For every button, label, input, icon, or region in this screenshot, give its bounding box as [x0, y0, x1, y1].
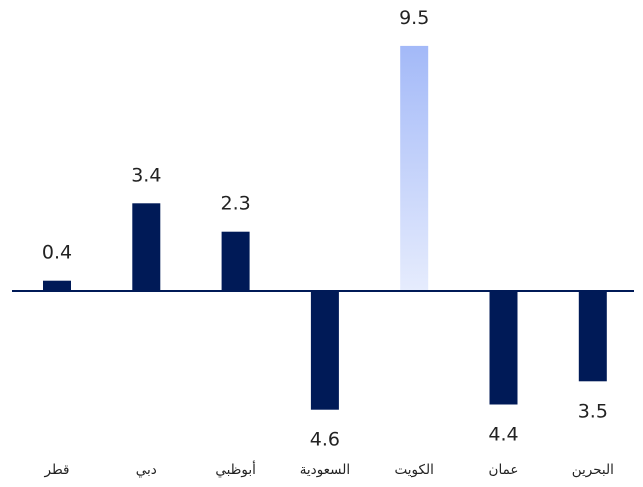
bar-7: [578, 291, 607, 382]
value-label-5: 9.5: [399, 7, 429, 29]
category-label-5: الكويت: [395, 462, 434, 478]
value-label-7: 3.5: [578, 400, 608, 422]
value-label-4: 4.6: [310, 429, 340, 451]
bar-5: [400, 45, 429, 292]
category-label-7: البحرين: [572, 462, 614, 478]
bar-4: [310, 291, 339, 410]
value-label-2: 3.4: [131, 164, 161, 186]
value-label-6: 4.4: [488, 424, 518, 446]
value-label-3: 2.3: [220, 193, 250, 215]
bar-2: [132, 203, 161, 291]
bar-1: [43, 280, 71, 291]
bars: [43, 45, 607, 410]
category-label-4: السعودية: [300, 462, 350, 478]
category-labels: قطر دبي أبوظبي السعودية الكويت عمان البحرين: [44, 460, 614, 478]
value-labels: 0.4 3.4 2.3 4.6 9.5 4.4 3.5: [42, 7, 608, 451]
category-label-3: أبوظبي: [215, 460, 256, 478]
category-label-6: عمان: [489, 462, 519, 478]
category-label-2: دبي: [136, 462, 157, 478]
category-label-1: قطر: [44, 462, 70, 478]
bar-6: [489, 291, 518, 405]
value-label-1: 0.4: [42, 242, 72, 264]
bar-3: [221, 231, 250, 291]
